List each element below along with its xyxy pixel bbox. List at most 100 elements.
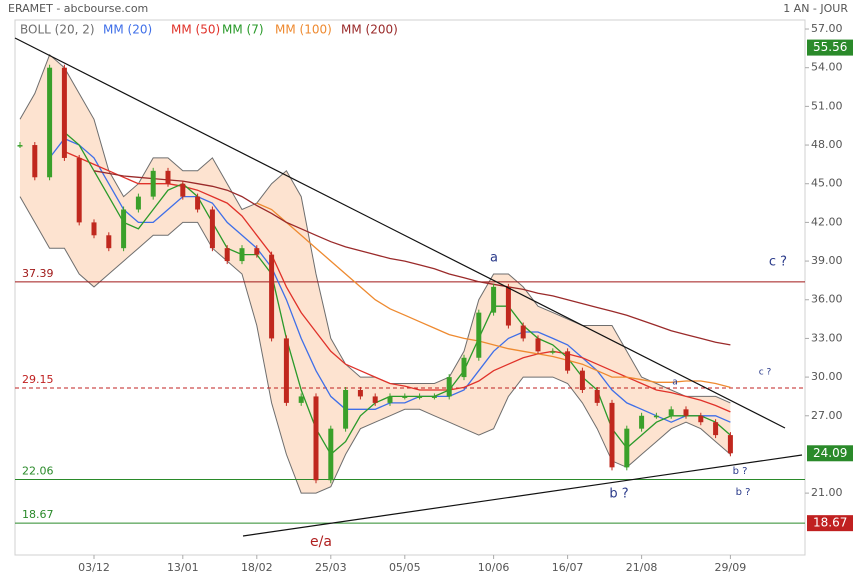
- price-badge-label: 24.09: [813, 446, 847, 460]
- trend-line: [14, 37, 786, 429]
- price-bar: [195, 196, 201, 210]
- price-bar: [461, 357, 467, 378]
- y-tick-label: 57.00: [811, 22, 843, 35]
- annotation: b ?: [609, 487, 628, 502]
- annotation: b ?: [736, 487, 751, 498]
- annotation: a: [672, 378, 678, 388]
- annotation: c ?: [759, 368, 772, 378]
- price-bar: [239, 248, 245, 262]
- legend-entry: MM (7): [222, 23, 264, 37]
- price-bar: [32, 145, 38, 178]
- price-badge: [807, 445, 853, 462]
- price-badge-label: 18.67: [813, 516, 847, 530]
- x-tick-label: 16/07: [552, 561, 584, 574]
- price-bar: [372, 396, 378, 403]
- ma-line: [63, 131, 731, 456]
- x-tick-label: 13/01: [167, 561, 199, 574]
- price-bar: [180, 183, 186, 197]
- price-bar: [505, 286, 511, 326]
- price-bar: [713, 422, 719, 436]
- ma-line: [64, 150, 731, 413]
- price-bar: [298, 396, 304, 403]
- ma-line: [93, 170, 731, 346]
- price-bar: [727, 435, 733, 454]
- price-bar: [550, 351, 556, 353]
- x-tick-label: 05/05: [389, 561, 421, 574]
- price-bar: [357, 389, 363, 397]
- level-label: 37.39: [22, 267, 54, 280]
- legend-entry: MM (20): [103, 23, 152, 37]
- price-bar: [431, 396, 437, 398]
- y-tick-label: 51.00: [811, 99, 843, 112]
- y-tick-label: 48.00: [811, 138, 843, 151]
- trend-line: [242, 454, 803, 537]
- annotation: e/a: [310, 534, 332, 550]
- price-badge: [807, 39, 853, 56]
- price-bar: [624, 428, 630, 468]
- level-label: 22.06: [22, 464, 54, 477]
- price-bar: [121, 209, 127, 249]
- x-tick-label: 25/03: [315, 561, 347, 574]
- x-tick-label: 21/08: [626, 561, 658, 574]
- annotation: c ?: [769, 255, 787, 270]
- price-bar: [683, 409, 689, 416]
- price-bar: [283, 338, 289, 403]
- ma-line: [256, 202, 731, 389]
- price-bar: [417, 396, 423, 398]
- price-bar: [609, 402, 615, 468]
- price-bar: [535, 338, 541, 352]
- price-bar: [520, 325, 526, 339]
- price-badge: [807, 515, 853, 532]
- x-tick-label: 10/06: [478, 561, 510, 574]
- annotation: b ?: [733, 466, 748, 477]
- y-tick-label: 30.00: [811, 370, 843, 383]
- y-tick-label: 42.00: [811, 215, 843, 228]
- level-label: 18.67: [22, 508, 54, 521]
- y-tick-label: 45.00: [811, 177, 843, 190]
- y-tick-label: 36.00: [811, 293, 843, 306]
- price-bar: [387, 396, 393, 403]
- price-bar: [209, 209, 215, 249]
- legend-entry: MM (50): [171, 23, 220, 37]
- title: ERAMET - abcbourse.com: [8, 2, 148, 15]
- period: 1 AN - JOUR: [783, 2, 848, 15]
- plot-frame: [14, 19, 806, 556]
- price-bar: [668, 409, 674, 416]
- price-bar: [224, 248, 230, 262]
- price-bar: [653, 415, 659, 418]
- y-tick-label: 39.00: [811, 254, 843, 267]
- legend-entry: BOLL (20, 2): [20, 23, 95, 37]
- price-bar: [698, 415, 704, 423]
- price-bar: [61, 67, 67, 158]
- price-bar: [91, 222, 97, 236]
- y-tick-label: 33.00: [811, 331, 843, 344]
- price-bar: [594, 389, 600, 403]
- price-bar: [565, 351, 571, 371]
- legend-entry: MM (100): [275, 23, 332, 37]
- y-tick-label: 54.00: [811, 61, 843, 74]
- price-bar: [579, 370, 585, 390]
- price-bar: [476, 312, 482, 358]
- price-bar: [254, 248, 260, 255]
- price-bar: [343, 389, 349, 429]
- price-bar: [491, 286, 497, 313]
- price-bar: [402, 396, 408, 398]
- price-bar: [328, 428, 334, 481]
- price-bar: [639, 415, 645, 429]
- price-bar: [313, 396, 319, 481]
- price-bar: [135, 196, 141, 210]
- y-tick-label: 27.00: [811, 409, 843, 422]
- price-bar: [446, 377, 452, 397]
- legend-entry: MM (200): [341, 23, 398, 37]
- price-bar: [165, 170, 171, 184]
- price-bar: [269, 254, 275, 339]
- price-bar: [150, 170, 156, 197]
- level-label: 29.15: [22, 373, 54, 386]
- price-bar: [17, 145, 23, 147]
- price-bar: [106, 235, 112, 249]
- price-badge-label: 55.56: [813, 40, 847, 54]
- price-bar: [76, 157, 82, 223]
- annotation: a: [490, 251, 498, 266]
- x-tick-label: 29/09: [715, 561, 747, 574]
